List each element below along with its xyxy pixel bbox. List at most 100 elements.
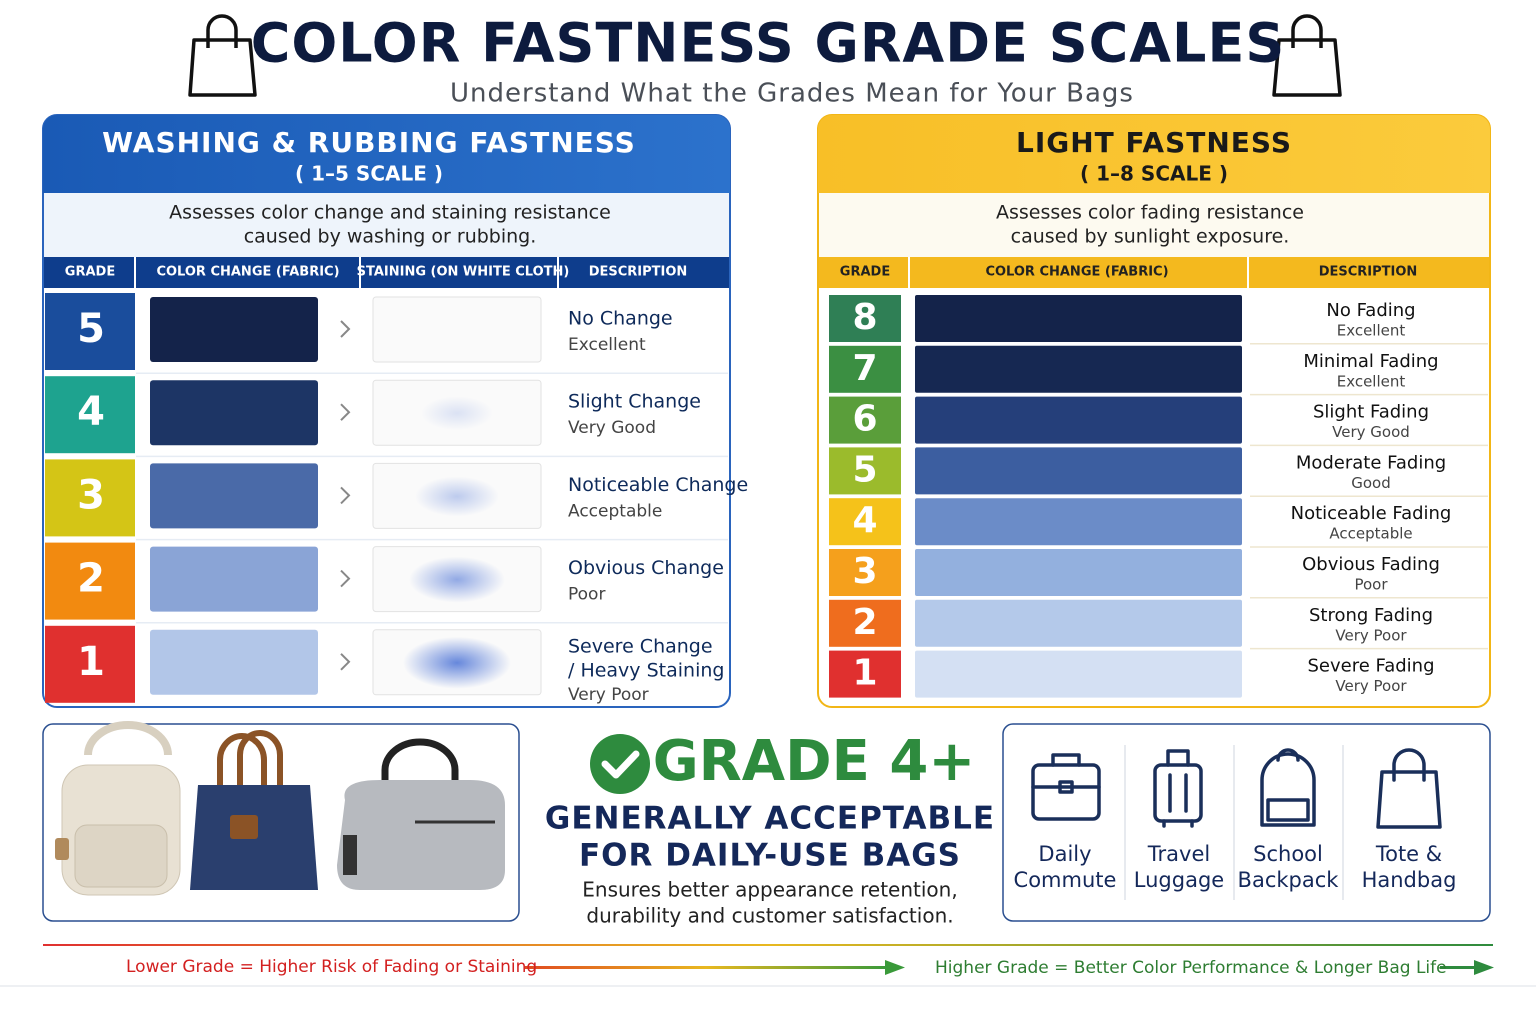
use-label: Backpack bbox=[1238, 868, 1340, 892]
subtitle: Understand What the Grades Mean for Your… bbox=[450, 79, 1134, 109]
grade-box bbox=[45, 625, 135, 703]
use-label: Luggage bbox=[1134, 868, 1224, 892]
luggage-icon bbox=[1153, 749, 1203, 828]
grade-box bbox=[45, 542, 135, 620]
grade-box bbox=[45, 459, 135, 537]
use-label: Daily bbox=[1038, 842, 1091, 866]
fabric-swatch bbox=[915, 396, 1242, 444]
grade-rating: Excellent bbox=[1337, 372, 1406, 390]
use-label: Commute bbox=[1014, 868, 1117, 892]
grade-rating: Very Poor bbox=[1335, 677, 1407, 695]
bag-icon bbox=[188, 14, 257, 97]
grade-number: 1 bbox=[77, 639, 105, 685]
duffel-photo bbox=[337, 738, 505, 890]
panel-title: WASHING & RUBBING FASTNESS bbox=[102, 126, 636, 159]
column-header: DESCRIPTION bbox=[589, 265, 688, 280]
fabric-swatch bbox=[150, 297, 318, 362]
use-label: Handbag bbox=[1362, 868, 1457, 892]
callout-headline: GENERALLY ACCEPTABLE bbox=[545, 801, 995, 837]
panel-scale: ( 1–5 SCALE ) bbox=[295, 162, 443, 186]
stain bbox=[415, 476, 499, 517]
bags-box bbox=[42, 721, 520, 922]
grade-number: 4 bbox=[77, 389, 105, 435]
grade-rating: Poor bbox=[568, 585, 605, 605]
briefcase-icon bbox=[1031, 753, 1101, 821]
grade-fading: Strong Fading bbox=[1309, 605, 1433, 626]
arrow-icon bbox=[340, 486, 351, 505]
grade-number: 6 bbox=[852, 399, 877, 440]
grade-box bbox=[829, 599, 901, 647]
grade-fading: No Fading bbox=[1326, 300, 1415, 321]
callout-note: durability and customer satisfaction. bbox=[586, 904, 953, 928]
panel-scale: ( 1–8 SCALE ) bbox=[1080, 162, 1228, 186]
arrow-icon bbox=[340, 320, 351, 338]
column-header: COLOR CHANGE (FABRIC) bbox=[156, 265, 339, 280]
grade-rating: Acceptable bbox=[568, 501, 662, 521]
grade-rating: Very Good bbox=[1332, 423, 1410, 441]
fabric-swatch bbox=[915, 599, 1242, 647]
grade-change: Noticeable Change bbox=[568, 474, 748, 496]
use-label: School bbox=[1253, 842, 1323, 866]
grade-fading: Noticeable Fading bbox=[1291, 503, 1452, 524]
stain bbox=[403, 636, 511, 689]
grade-number: 3 bbox=[77, 472, 105, 518]
arrow-icon bbox=[340, 569, 351, 588]
footer-decor bbox=[0, 944, 1536, 987]
grade-fading: Severe Fading bbox=[1307, 656, 1434, 677]
check-icon bbox=[590, 734, 650, 794]
grade-change: Obvious Change bbox=[568, 557, 724, 579]
fabric-swatch bbox=[915, 498, 1242, 546]
grade-rating: Very Good bbox=[568, 418, 656, 438]
panel-description: Assesses color change and staining resis… bbox=[169, 202, 611, 224]
bag-icon bbox=[1272, 14, 1342, 97]
arrow-icon bbox=[340, 653, 351, 671]
panel-title: LIGHT FASTNESS bbox=[1016, 126, 1292, 159]
grade-box bbox=[829, 396, 901, 444]
grade-box bbox=[45, 376, 135, 454]
grade-fading: Moderate Fading bbox=[1296, 452, 1446, 473]
panel-description: caused by washing or rubbing. bbox=[244, 226, 537, 248]
grade-number: 2 bbox=[77, 556, 105, 602]
grade-change: Slight Change bbox=[568, 391, 701, 413]
arrow-icon bbox=[340, 403, 351, 421]
grade-fading: Minimal Fading bbox=[1303, 351, 1438, 372]
grade-box bbox=[829, 549, 901, 596]
grade-rating: Poor bbox=[1354, 576, 1388, 594]
title: COLOR FASTNESS GRADE SCALES bbox=[251, 12, 1285, 75]
grade-number: 1 bbox=[852, 653, 877, 694]
backpack-icon bbox=[1260, 748, 1316, 827]
grade-fading: Slight Fading bbox=[1313, 402, 1429, 423]
footer-left: Lower Grade = Higher Risk of Fading or S… bbox=[126, 957, 537, 977]
fabric-swatch bbox=[150, 463, 318, 529]
use-label: Tote & bbox=[1375, 842, 1442, 866]
tote-icon bbox=[1376, 748, 1442, 829]
callout-note: Ensures better appearance retention, bbox=[582, 878, 957, 902]
panel-description: Assesses color fading resistance bbox=[996, 202, 1304, 224]
grade-rating: Very Poor bbox=[1335, 626, 1407, 644]
column-header: DESCRIPTION bbox=[1319, 265, 1418, 280]
column-header: GRADE bbox=[65, 265, 115, 280]
grade-rating: Very Poor bbox=[568, 685, 649, 705]
callout-title: GRADE 4+ bbox=[653, 729, 976, 794]
uses-box bbox=[1002, 723, 1491, 922]
callout-headline: FOR DAILY-USE BAGS bbox=[579, 838, 961, 874]
grade-rating: Good bbox=[1351, 474, 1391, 492]
grade-fading: Obvious Fading bbox=[1302, 554, 1440, 575]
grade-number: 5 bbox=[852, 449, 877, 490]
staining-swatch bbox=[372, 296, 542, 363]
grade-number: 2 bbox=[852, 602, 877, 643]
grade-box bbox=[829, 345, 901, 393]
grade-number: 8 bbox=[852, 297, 877, 338]
grade-number: 5 bbox=[77, 306, 105, 352]
fabric-swatch bbox=[150, 629, 318, 695]
column-header: STAINING (ON WHITE CLOTH) bbox=[357, 265, 570, 280]
fabric-swatch bbox=[915, 447, 1242, 495]
grade-box bbox=[829, 447, 901, 495]
fabric-swatch bbox=[915, 650, 1242, 698]
stain bbox=[409, 556, 505, 603]
panel-description: caused by sunlight exposure. bbox=[1011, 226, 1290, 248]
grade-number: 7 bbox=[852, 348, 877, 389]
grade-box bbox=[829, 295, 901, 342]
